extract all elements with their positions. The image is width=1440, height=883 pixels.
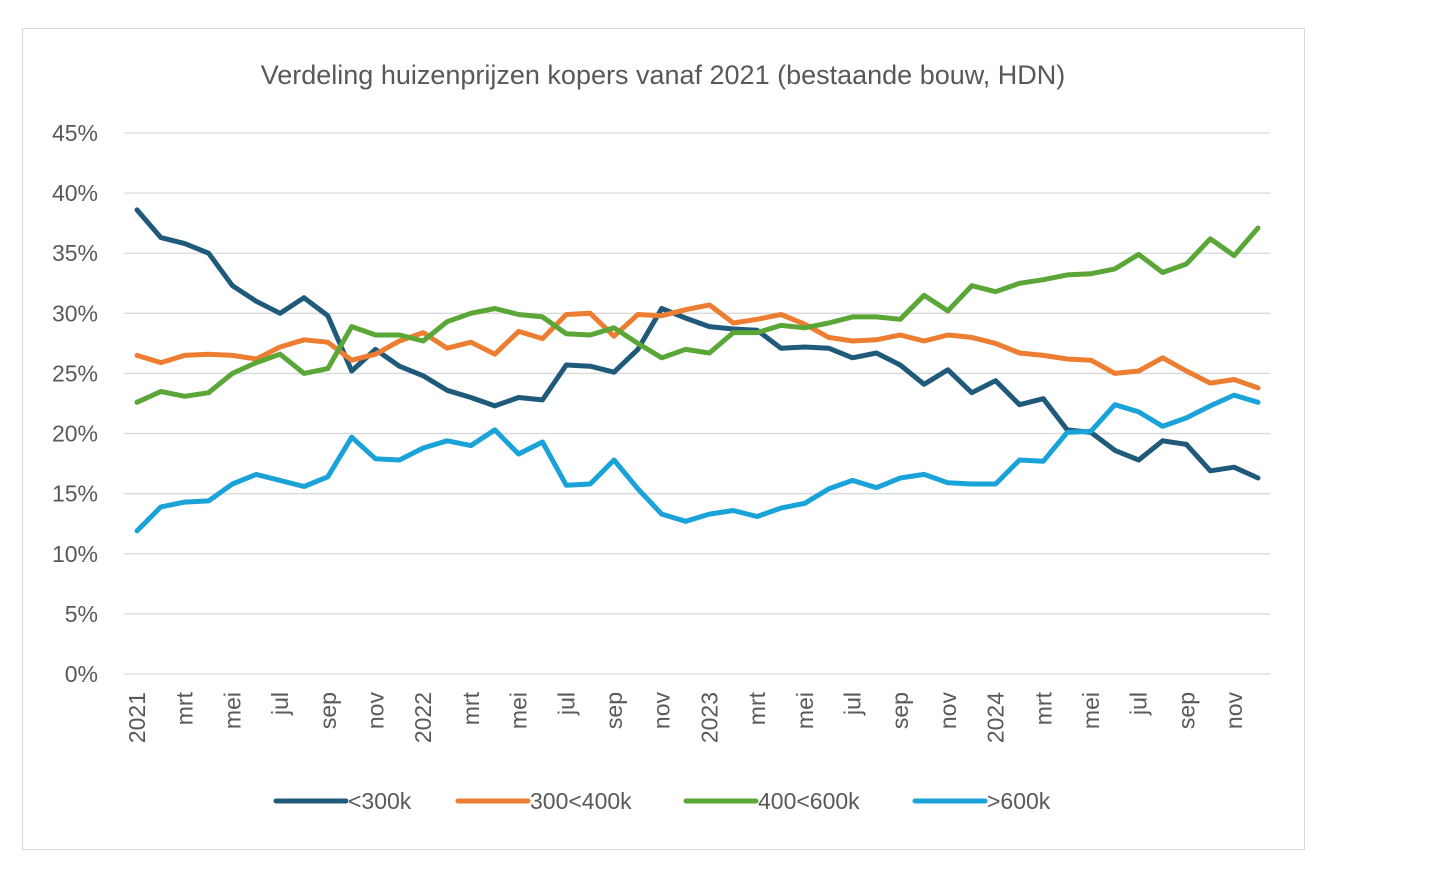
y-tick-label: 10%	[52, 541, 98, 567]
x-tick-label: sep	[1173, 692, 1199, 729]
x-tick-label: jul	[1126, 692, 1152, 716]
y-tick-label: 35%	[52, 240, 98, 266]
y-tick-label: 0%	[65, 661, 98, 687]
y-tick-label: 5%	[65, 601, 98, 627]
x-tick-label: 2022	[410, 692, 436, 743]
x-axis-tick-labels: 2021 mrt mei jul sep nov 2022 mrt mei jul sep nov 20…	[124, 691, 1247, 743]
x-tick-label: nov	[363, 692, 389, 730]
y-tick-label: 45%	[52, 120, 98, 146]
x-tick-label: mei	[219, 692, 245, 729]
x-tick-label: mei	[792, 692, 818, 729]
y-tick-label: 20%	[52, 421, 98, 447]
series-line	[134, 207, 1261, 481]
x-tick-label: sep	[315, 692, 341, 729]
y-tick-label: 40%	[52, 180, 98, 206]
x-tick-label: mrt	[1030, 691, 1056, 725]
legend-label: 400<600k	[758, 788, 860, 814]
series-lines	[134, 207, 1261, 534]
x-tick-label: jul	[553, 692, 579, 716]
y-tick-label: 30%	[52, 300, 98, 326]
series-line	[134, 302, 1261, 391]
x-tick-label: nov	[649, 692, 675, 730]
x-tick-label: 2021	[124, 692, 150, 743]
gridlines	[124, 132, 1270, 675]
legend-label: >600k	[987, 788, 1051, 814]
y-tick-label: 25%	[52, 360, 98, 386]
y-tick-label: 15%	[52, 481, 98, 507]
legend-label: 300<400k	[530, 788, 632, 814]
legend-label: <300k	[348, 788, 412, 814]
x-tick-label: mrt	[458, 691, 484, 725]
x-tick-label: jul	[840, 692, 866, 716]
chart-title: Verdeling huizenprijzen kopers vanaf 202…	[261, 60, 1066, 90]
x-tick-label: mrt	[172, 691, 198, 725]
legend: <300k 300<400k 400<600k >600k	[273, 788, 1051, 814]
chart-frame	[22, 28, 1305, 850]
x-tick-label: 2024	[983, 692, 1009, 743]
x-tick-label: jul	[267, 692, 293, 716]
x-tick-label: sep	[601, 692, 627, 729]
x-tick-label: 2023	[696, 692, 722, 743]
series-line	[134, 225, 1261, 405]
y-axis-tick-labels: 0% 5% 10% 15% 20% 25% 30% 35% 40% 45%	[52, 120, 98, 687]
x-tick-label: nov	[1221, 692, 1247, 730]
x-tick-label: sep	[887, 692, 913, 729]
series-line	[134, 392, 1261, 534]
x-tick-label: mrt	[744, 691, 770, 725]
x-tick-label: mei	[506, 692, 532, 729]
x-tick-label: nov	[935, 692, 961, 730]
x-tick-label: mei	[1078, 692, 1104, 729]
